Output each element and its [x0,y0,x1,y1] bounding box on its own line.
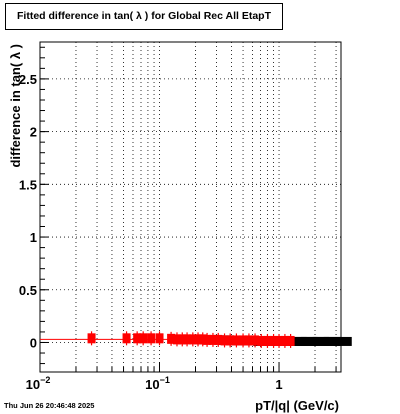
y-tick-label: 1.5 [19,177,37,192]
y-tick-label: 0.5 [19,283,37,298]
x-tick-label: 1 [275,377,282,392]
y-tick-label: 0 [30,335,37,350]
grid-lines [39,42,341,372]
y-tick-label: 2.5 [19,72,37,87]
x-axis-title: pT/|q| (GeV/c) [255,398,339,413]
plot-frame [39,41,342,373]
chart-title: Fitted difference in tan( λ ) for Global… [17,10,271,22]
black-series-point [323,336,352,346]
axis-ticks [39,46,337,372]
y-tick-label: 2 [30,125,37,140]
footer-timestamp: Thu Jun 26 20:46:48 2025 [4,401,95,410]
tick-labels: 10−2 10−1 1 0 0.5 1 1.5 2 2.5 [19,72,283,392]
data-marks [40,331,352,348]
y-tick-label: 1 [30,230,37,245]
y-axis-title: difference in tan( λ ) [8,44,23,168]
x-tick-label: 10−1 [145,375,170,392]
x-tick-label: 10−2 [26,375,51,392]
chart-title-box: Fitted difference in tan( λ ) for Global… [5,3,283,30]
